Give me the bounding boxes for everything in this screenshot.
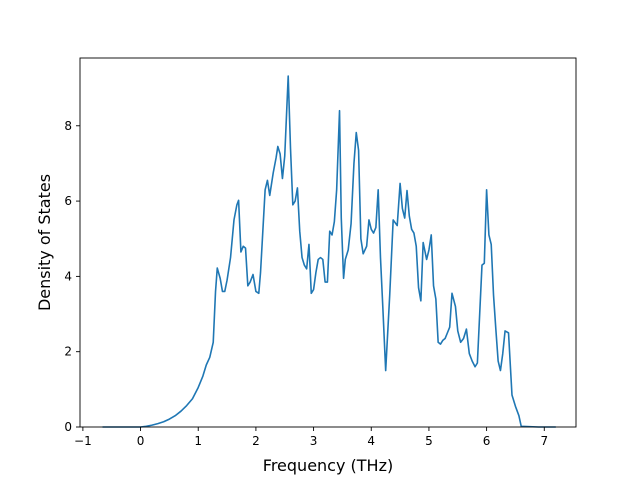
- y-tick-label: 6: [64, 194, 72, 208]
- x-axis-label: Frequency (THz): [263, 456, 393, 475]
- x-tick-label: 5: [425, 434, 433, 448]
- x-tick-label: 3: [310, 434, 318, 448]
- x-tick-label: 2: [252, 434, 260, 448]
- y-tick-label: 4: [64, 269, 72, 283]
- y-tick-label: 2: [64, 345, 72, 359]
- x-axis-ticks: −1 0 1 2 3 4 5 6 7: [74, 427, 548, 448]
- x-tick-label: 1: [194, 434, 202, 448]
- x-tick-label: 7: [540, 434, 548, 448]
- y-tick-label: 8: [64, 119, 72, 133]
- series-line-0: [102, 75, 556, 428]
- x-tick-label: 0: [137, 434, 145, 448]
- y-axis-label: Density of States: [35, 174, 54, 311]
- y-axis-ticks: 0 2 4 6 8: [64, 119, 80, 434]
- x-tick-label: −1: [74, 434, 92, 448]
- x-tick-label: 6: [483, 434, 491, 448]
- y-tick-label: 0: [64, 420, 72, 434]
- plot-area: [79, 57, 577, 428]
- axes-frame: [79, 57, 577, 428]
- x-tick-label: 4: [367, 434, 375, 448]
